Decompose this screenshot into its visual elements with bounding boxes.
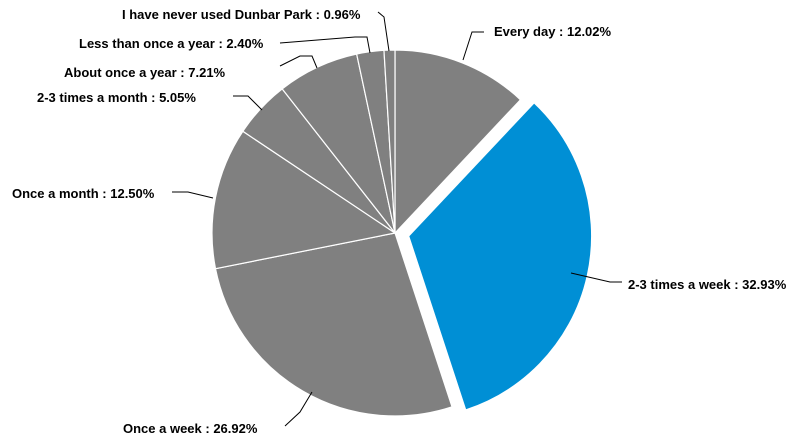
slice-label-3: Once a week : 26.92% <box>123 421 258 436</box>
slice-labels: Every day : 12.02% 2-3 times a week : 32.… <box>12 7 787 436</box>
pie-slices <box>211 49 593 417</box>
pie-slice-1 <box>394 49 522 235</box>
leader-line-3 <box>284 391 313 427</box>
leader-line-4 <box>172 191 214 199</box>
slice-label-1: Every day : 12.02% <box>494 24 612 39</box>
leader-line-5 <box>233 95 263 111</box>
slice-label-7: Less than once a year : 2.40% <box>79 36 264 51</box>
leader-line-2 <box>570 272 622 283</box>
leader-line-8 <box>377 11 390 52</box>
leader-line-7 <box>279 36 371 54</box>
slice-label-6: About once a year : 7.21% <box>64 65 226 80</box>
slice-label-2: 2-3 times a week : 32.93% <box>628 277 787 292</box>
slice-label-4: Once a month : 12.50% <box>12 186 155 201</box>
leader-line-6 <box>279 55 318 69</box>
pie-slice-8 <box>383 49 396 234</box>
pie-slice-3 <box>214 232 453 417</box>
slice-label-5: 2-3 times a month : 5.05% <box>37 90 196 105</box>
leader-line-1 <box>462 31 484 61</box>
pie-slice-2 <box>407 101 593 411</box>
pie-slice-4 <box>211 130 397 270</box>
slice-label-8: I have never used Dunbar Park : 0.96% <box>122 7 361 22</box>
leader-lines <box>172 11 622 427</box>
